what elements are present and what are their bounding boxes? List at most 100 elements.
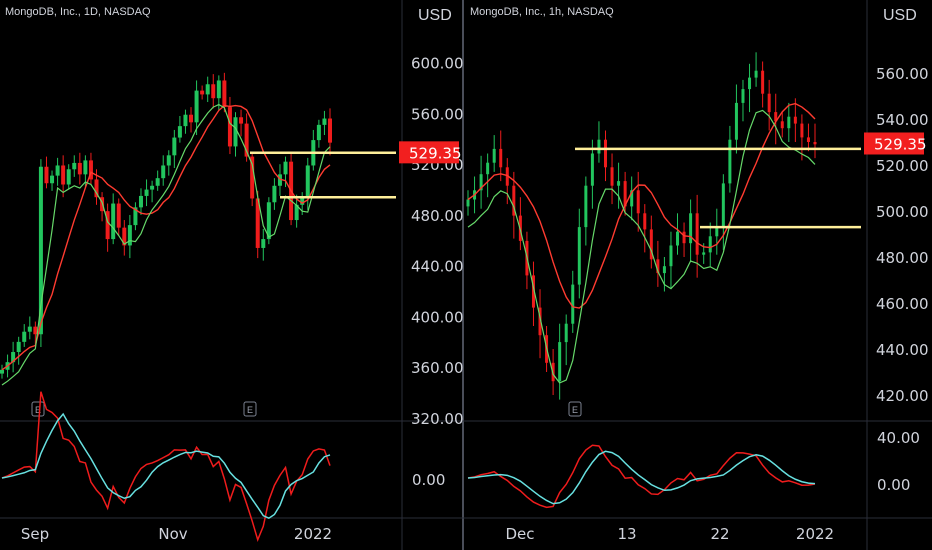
candle-body bbox=[150, 185, 155, 190]
candle-body bbox=[656, 259, 660, 274]
currency-label: USD bbox=[418, 7, 452, 24]
candle-body bbox=[328, 118, 332, 143]
candle-body bbox=[492, 148, 496, 163]
chart2-plot: E bbox=[466, 52, 861, 417]
candle-body bbox=[227, 107, 232, 147]
candle-body bbox=[127, 225, 132, 246]
candle-body bbox=[630, 190, 634, 207]
y-tick-label: 360.00 bbox=[411, 359, 464, 377]
x-tick-label: Sep bbox=[21, 525, 49, 543]
candle-body bbox=[239, 117, 244, 124]
candle-body bbox=[669, 245, 673, 267]
candle-body bbox=[708, 236, 712, 253]
candle-body bbox=[111, 203, 116, 240]
candle-body bbox=[216, 80, 221, 99]
candle-body bbox=[636, 190, 640, 214]
candle-body bbox=[16, 341, 21, 353]
earnings-marker bbox=[243, 401, 257, 417]
earnings-marker bbox=[568, 401, 582, 417]
indicator-tick-label: 40.00 bbox=[877, 429, 920, 447]
candle-body bbox=[177, 126, 182, 138]
candle-body bbox=[294, 204, 299, 221]
last-price-label: 529.35 bbox=[409, 144, 462, 162]
candle-body bbox=[133, 207, 138, 226]
candle-body bbox=[155, 178, 160, 186]
candle-body bbox=[250, 156, 255, 199]
ema-line bbox=[467, 102, 816, 309]
candle-body bbox=[0, 369, 4, 374]
x-tick-label: 2022 bbox=[294, 525, 332, 543]
last-price-badge bbox=[864, 132, 924, 155]
candle-body bbox=[172, 137, 177, 156]
candle-body bbox=[695, 213, 699, 255]
candle-body bbox=[277, 174, 282, 186]
candle-body bbox=[300, 197, 305, 205]
candle-body bbox=[94, 179, 99, 198]
candle-body bbox=[272, 185, 277, 203]
candle-body bbox=[662, 266, 666, 274]
sma-line bbox=[1, 103, 331, 386]
y-tick-label: 400.00 bbox=[411, 308, 464, 326]
candle-body bbox=[813, 142, 817, 145]
candle-body bbox=[702, 252, 706, 255]
candle-body bbox=[603, 139, 607, 168]
earnings-marker-label: E bbox=[247, 405, 253, 415]
y-tick-label: 460.00 bbox=[876, 295, 929, 313]
y-tick-label: 480.00 bbox=[411, 207, 464, 225]
last-price-badge bbox=[399, 141, 459, 164]
indicator-tick-label: 0.00 bbox=[877, 476, 910, 494]
y-tick-label: 320.00 bbox=[411, 410, 464, 428]
candle-body bbox=[233, 117, 238, 147]
candle-body bbox=[88, 160, 93, 180]
candle-body bbox=[105, 211, 110, 240]
candle-body bbox=[643, 213, 647, 230]
candle-body bbox=[189, 114, 194, 123]
candle-body bbox=[33, 326, 38, 335]
candle-body bbox=[200, 90, 205, 95]
candle-body bbox=[316, 124, 321, 141]
candle-body bbox=[767, 93, 771, 113]
candle-body bbox=[499, 148, 503, 168]
candle-body bbox=[571, 284, 575, 324]
oscillator-panes bbox=[1, 391, 816, 542]
candle-body bbox=[682, 231, 686, 244]
candle-body bbox=[584, 185, 588, 228]
candle-body bbox=[512, 185, 516, 216]
candle-body bbox=[466, 199, 470, 207]
candle-body bbox=[649, 229, 653, 260]
axes: 600.00 560.00 520.00 480.00 440.00 400.00 360.… bbox=[21, 7, 929, 543]
sma-line bbox=[467, 109, 816, 384]
indicator-tick-label: 0.00 bbox=[412, 471, 445, 489]
candle-body bbox=[689, 213, 693, 244]
candle-body bbox=[138, 195, 143, 208]
candle-body bbox=[806, 137, 810, 142]
candle-body bbox=[597, 139, 601, 154]
candle-body bbox=[38, 166, 43, 335]
candle-body bbox=[748, 77, 752, 90]
candle-body bbox=[793, 116, 797, 124]
candle-body bbox=[305, 165, 310, 198]
candle-body bbox=[761, 70, 765, 94]
candle-body bbox=[22, 331, 27, 342]
candle-body bbox=[83, 160, 88, 175]
y-tick-label: 480.00 bbox=[876, 249, 929, 267]
candle-body bbox=[623, 181, 627, 207]
candle-body bbox=[205, 84, 210, 95]
oscillator-signal-line bbox=[467, 450, 816, 505]
x-tick-label: Nov bbox=[158, 525, 187, 543]
y-tick-label: 420.00 bbox=[876, 387, 929, 405]
candle-body bbox=[72, 162, 77, 170]
candle-body bbox=[787, 116, 791, 129]
candle-body bbox=[538, 307, 542, 336]
candle-body bbox=[27, 326, 32, 332]
candle-body bbox=[531, 275, 535, 308]
candle-body bbox=[283, 161, 288, 175]
candle-body bbox=[211, 84, 216, 99]
candle-body bbox=[261, 239, 266, 248]
candle-body bbox=[61, 165, 66, 185]
candle-body bbox=[676, 231, 680, 246]
ema-line bbox=[1, 104, 331, 371]
candle-body bbox=[183, 114, 188, 127]
